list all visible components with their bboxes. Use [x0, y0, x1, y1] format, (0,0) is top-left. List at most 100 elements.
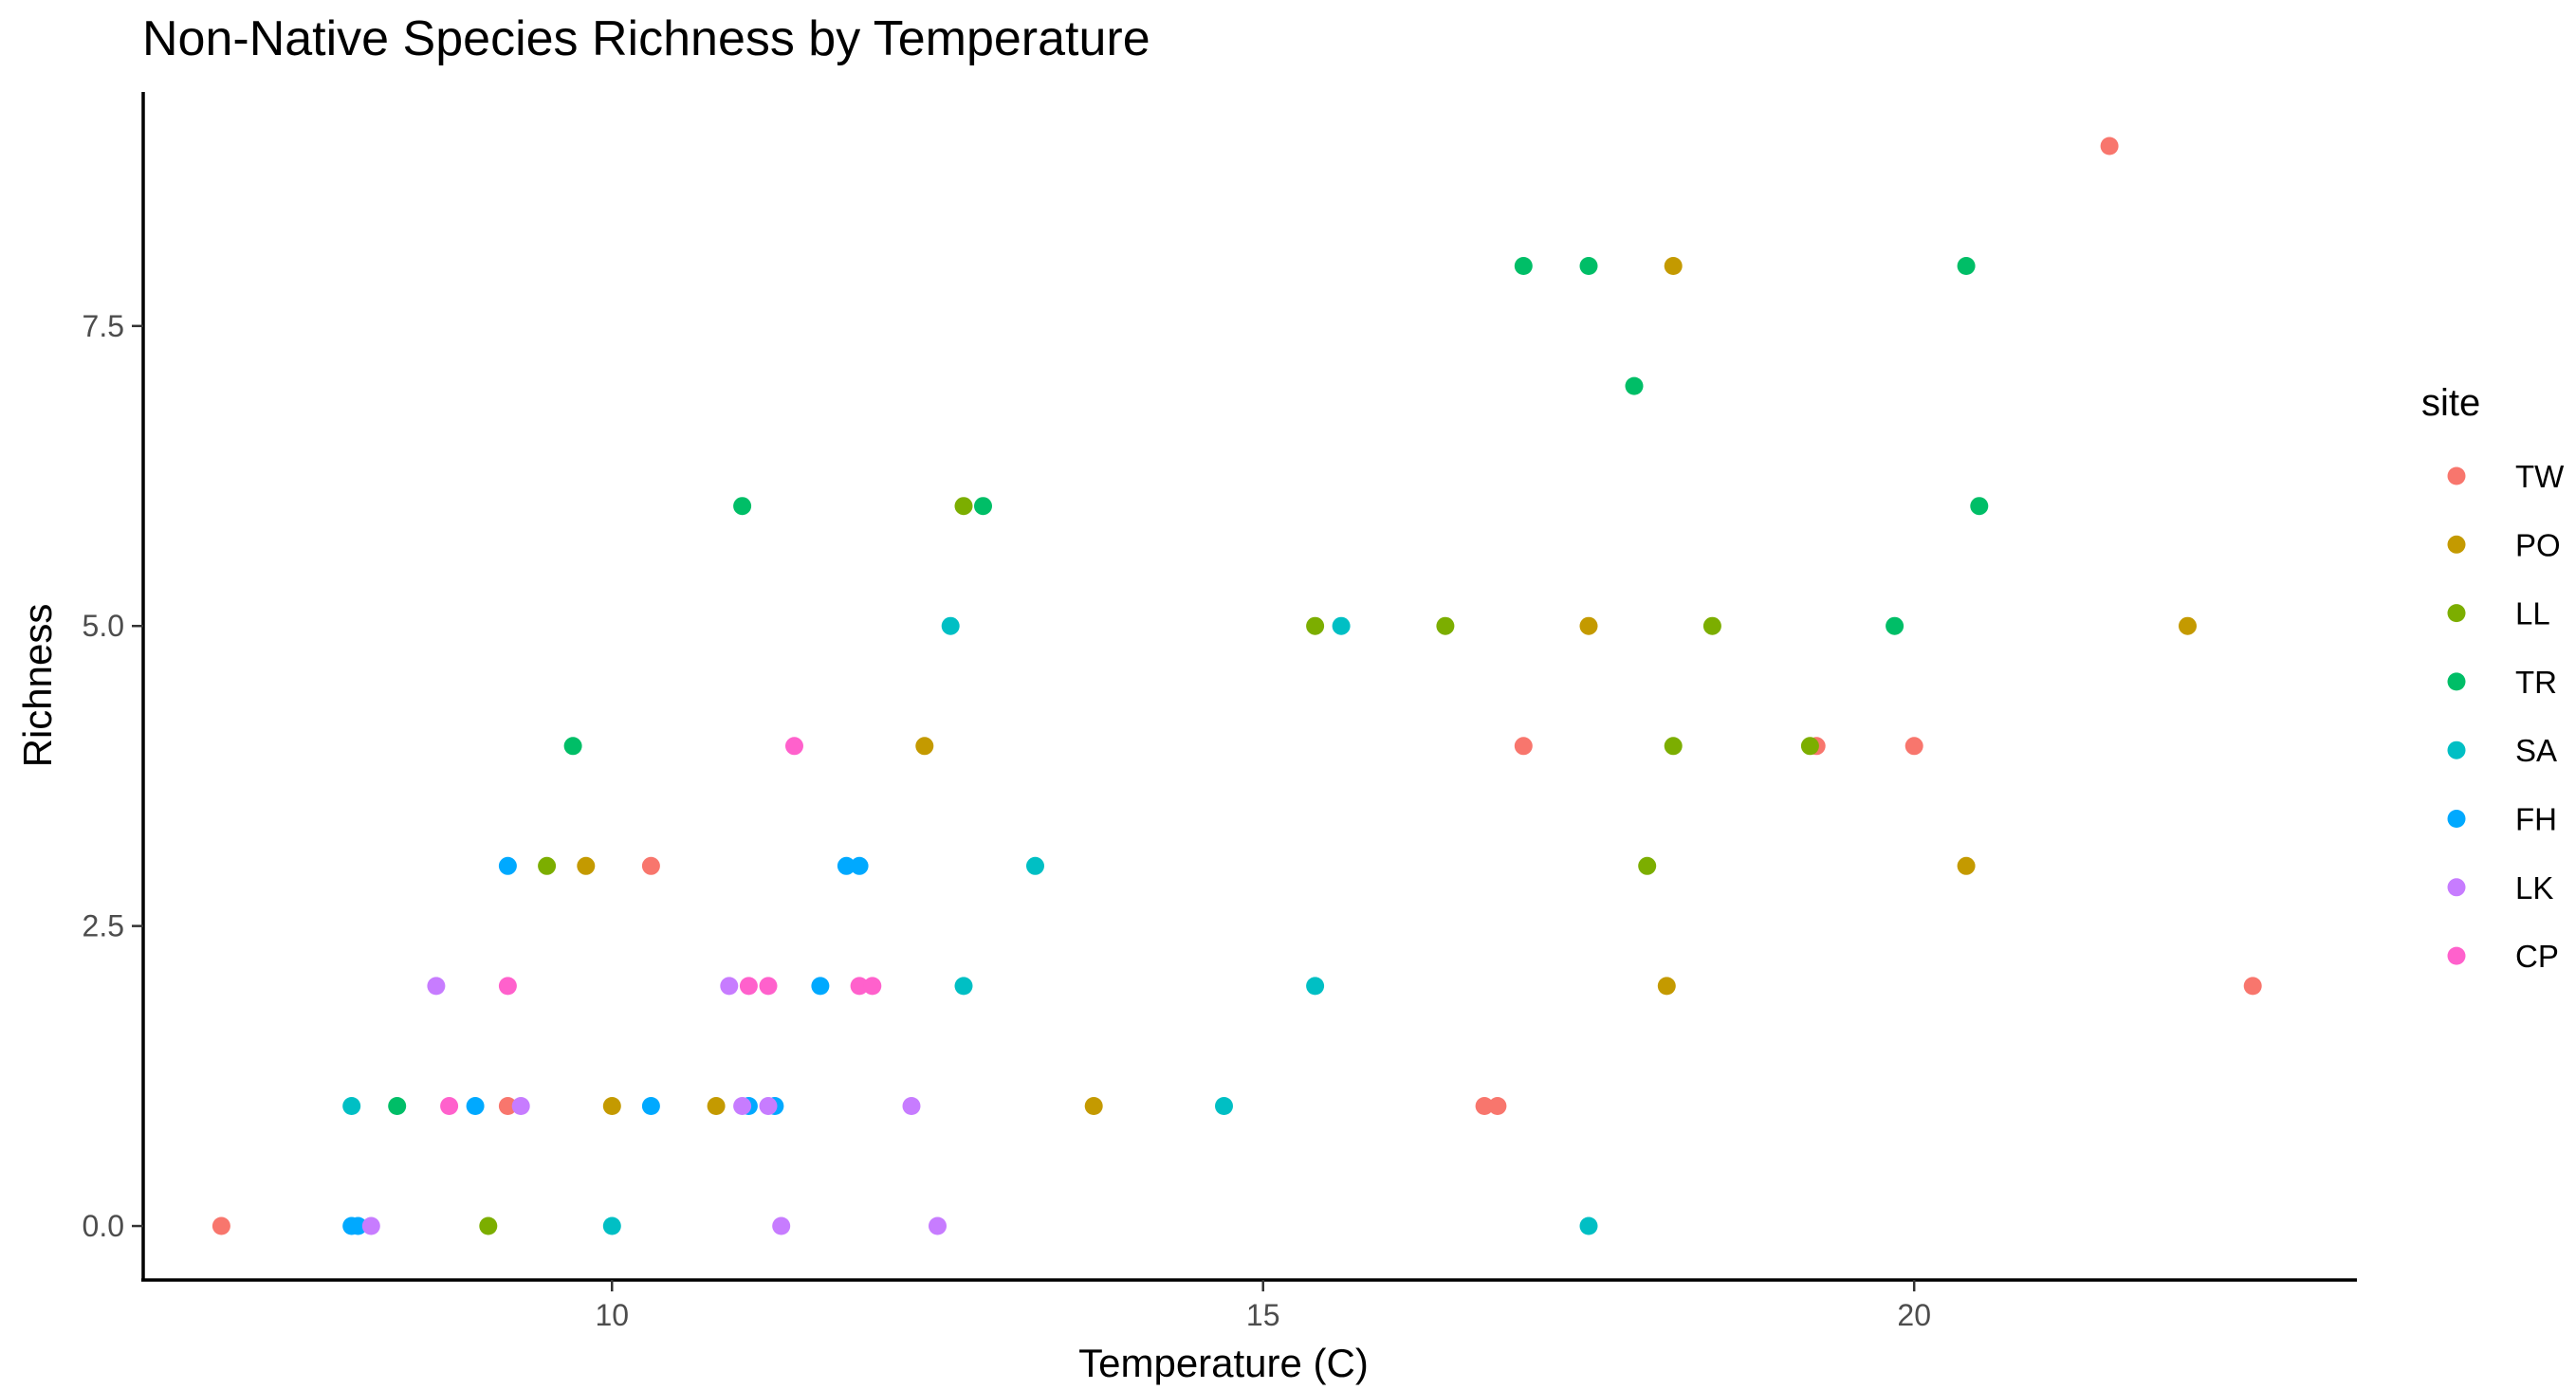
series-fh-points — [342, 856, 869, 1235]
legend-label-fh: FH — [2515, 802, 2557, 837]
legend-key-po — [2447, 535, 2466, 554]
data-point-tr — [733, 497, 752, 516]
data-point-ll — [1800, 737, 1819, 756]
series-lk-points — [361, 977, 947, 1235]
series-sa-points — [342, 616, 1598, 1235]
data-point-fh — [850, 856, 869, 875]
data-point-po — [1579, 616, 1598, 635]
data-point-lk — [511, 1097, 530, 1115]
legend-key-sa — [2447, 741, 2466, 759]
data-point-tw — [212, 1216, 230, 1235]
legend-key-cp — [2447, 946, 2466, 965]
data-point-sa — [602, 1216, 621, 1235]
data-point-tw — [1475, 1097, 1494, 1115]
data-point-lk — [361, 1216, 380, 1235]
y-axis-title: Richness — [15, 604, 60, 768]
data-point-tr — [388, 1097, 407, 1115]
legend-key-ll — [2447, 604, 2466, 623]
y-tick-label: 5.0 — [83, 609, 124, 643]
data-point-tr — [1886, 616, 1904, 635]
data-point-lk — [720, 977, 739, 996]
data-point-tw — [1514, 737, 1533, 756]
legend-key-tw — [2447, 466, 2466, 485]
legend-label-po: PO — [2515, 527, 2561, 562]
legend-label-tr: TR — [2515, 665, 2557, 700]
data-point-lk — [759, 1097, 778, 1115]
data-point-po — [1957, 856, 1976, 875]
legend-key-lk — [2447, 878, 2466, 897]
data-point-lk — [929, 1216, 947, 1235]
data-point-po — [707, 1097, 726, 1115]
data-point-tr — [1625, 376, 1644, 395]
y-tick-label: 7.5 — [83, 309, 124, 343]
y-tick-label: 2.5 — [83, 909, 124, 943]
legend-label-sa: SA — [2515, 733, 2557, 768]
series-ll-points — [479, 497, 1819, 1235]
data-point-lk — [902, 1097, 921, 1115]
legend-label-ll: LL — [2515, 596, 2550, 631]
data-point-tr — [1579, 257, 1598, 275]
data-point-cp — [440, 1097, 459, 1115]
data-point-tr — [563, 737, 582, 756]
data-point-sa — [342, 1097, 361, 1115]
data-point-po — [1084, 1097, 1103, 1115]
data-point-lk — [427, 977, 446, 996]
data-point-tr — [1957, 257, 1976, 275]
legend-key-tr — [2447, 672, 2466, 691]
series-tr-points — [388, 257, 1989, 1115]
data-point-tr — [974, 497, 992, 516]
data-point-lk — [733, 1097, 752, 1115]
data-point-sa — [954, 977, 973, 996]
data-point-cp — [785, 737, 803, 756]
x-axis: 10 15 20 — [141, 1278, 2357, 1332]
data-point-fh — [498, 856, 517, 875]
legend-label-lk: LK — [2515, 870, 2553, 905]
data-point-ll — [1436, 616, 1455, 635]
data-point-fh — [837, 856, 856, 875]
data-point-cp — [863, 977, 882, 996]
data-point-sa — [1332, 616, 1351, 635]
x-axis-title: Temperature (C) — [1078, 1341, 1369, 1385]
data-point-tw — [1488, 1097, 1507, 1115]
data-point-ll — [1306, 616, 1325, 635]
data-point-po — [577, 856, 596, 875]
data-point-ll — [1702, 616, 1721, 635]
data-point-sa — [1306, 977, 1325, 996]
data-point-fh — [641, 1097, 660, 1115]
data-point-tw — [641, 856, 660, 875]
data-point-cp — [739, 977, 758, 996]
x-tick-label: 20 — [1897, 1298, 1931, 1332]
data-point-cp — [850, 977, 869, 996]
data-point-lk — [772, 1216, 791, 1235]
chart-title: Non-Native Species Richness by Temperatu… — [142, 11, 1150, 66]
data-point-po — [1657, 977, 1676, 996]
data-point-sa — [941, 616, 960, 635]
data-point-ll — [538, 856, 557, 875]
data-point-tw — [2100, 137, 2119, 155]
legend-key-fh — [2447, 810, 2466, 828]
series-po-points — [577, 257, 2197, 1115]
data-point-tr — [1970, 497, 1989, 516]
data-point-ll — [1638, 856, 1657, 875]
data-point-fh — [349, 1216, 367, 1235]
data-point-fh — [811, 977, 830, 996]
y-axis: 0.0 2.5 5.0 7.5 — [83, 92, 145, 1280]
data-point-tw — [2243, 977, 2262, 996]
data-point-sa — [1215, 1097, 1233, 1115]
series-tw-points — [212, 137, 2262, 1235]
data-point-tw — [1904, 737, 1923, 756]
y-tick-label: 0.0 — [83, 1209, 124, 1243]
legend-label-tw: TW — [2515, 459, 2565, 494]
data-point-cp — [498, 977, 517, 996]
data-point-ll — [954, 497, 973, 516]
data-point-sa — [1579, 1216, 1598, 1235]
data-points — [212, 137, 2262, 1235]
data-point-sa — [1026, 856, 1044, 875]
data-point-po — [2179, 616, 2197, 635]
data-point-ll — [1664, 737, 1683, 756]
series-cp-points — [440, 737, 882, 1115]
x-tick-label: 10 — [595, 1298, 629, 1332]
legend-title: site — [2421, 382, 2480, 424]
data-point-po — [1664, 257, 1683, 275]
